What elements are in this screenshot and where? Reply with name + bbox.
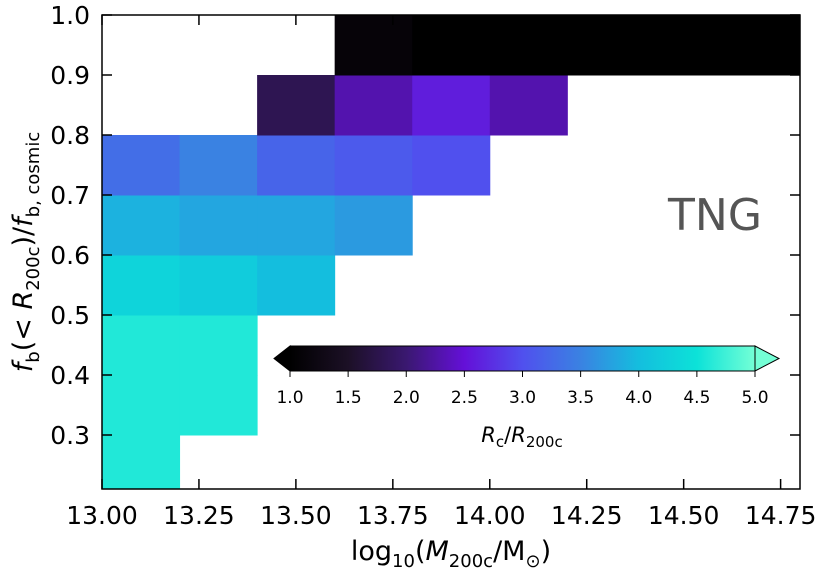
y-tick-label: 0.3	[50, 421, 90, 450]
heatmap-cell	[257, 75, 336, 136]
label-part: R	[511, 423, 526, 447]
heatmap-cell	[102, 195, 181, 256]
label-part: b, cosmic	[23, 132, 44, 218]
colorbar-tick-label: 2.0	[393, 388, 420, 408]
heatmap-cell	[334, 15, 413, 76]
y-tick-label: 0.5	[50, 301, 90, 330]
heatmap-cell	[722, 15, 800, 76]
plot-frame	[101, 14, 801, 490]
label-part: (	[415, 536, 426, 567]
colorbar-tick-label: 1.5	[335, 388, 362, 408]
x-tick-label: 13.25	[163, 501, 235, 530]
label-part: R	[8, 291, 39, 310]
label-part: )/	[8, 226, 39, 247]
heatmap-cell	[334, 135, 413, 196]
label-part: b	[23, 351, 44, 362]
y-tick-label: 1.0	[50, 1, 90, 30]
heatmap-cell	[179, 255, 258, 316]
y-axis-label: fb(< R200c)/fb, cosmic	[8, 132, 44, 372]
heatmap-cell	[644, 15, 723, 76]
heatmap-cell	[567, 15, 646, 76]
heatmap-cell	[102, 435, 181, 489]
y-tick-label: 0.7	[50, 181, 90, 210]
heatmap-cell	[334, 195, 413, 256]
y-tick-label: 0.8	[50, 121, 90, 150]
x-tick-label: 14.00	[454, 501, 526, 530]
colorbar-tick-label: 1.0	[276, 388, 303, 408]
colorbar-extend	[754, 345, 781, 372]
colorbar: 1.0 1.5 2.0 2.5 3.0 3.5 4.0 4.5 5.0	[273, 344, 781, 408]
label-part: 10	[392, 551, 415, 572]
label-part: /	[504, 423, 512, 447]
y-tick-label: 0.4	[50, 361, 90, 390]
colorbar-gradient	[290, 346, 755, 371]
x-tick-label: 14.25	[551, 501, 623, 530]
x-tick-label: 13.00	[66, 501, 138, 530]
heatmap-cell	[489, 15, 568, 76]
heatmap-cell	[102, 255, 181, 316]
colorbar-tick-label: 4.0	[625, 388, 652, 408]
colorbar-tick-label: 5.0	[741, 388, 768, 408]
label-part: ⊙	[525, 551, 540, 572]
colorbar-tick-label: 3.0	[509, 388, 536, 408]
label-part: 200c	[23, 247, 44, 291]
x-axis-label: log10(M200c/M⊙)	[351, 536, 551, 572]
y-tick-label: 0.9	[50, 61, 90, 90]
label-part: R	[481, 423, 496, 447]
heatmap-cell	[179, 375, 258, 436]
y-tick-label: 0.6	[50, 241, 90, 270]
heatmap-cell	[257, 195, 336, 256]
x-tick-label: 14.50	[648, 501, 720, 530]
x-tick-label: 13.50	[260, 501, 332, 530]
heatmap	[102, 15, 800, 489]
heatmap-cell	[257, 255, 336, 316]
colorbar-extend	[273, 344, 291, 373]
label-part: 200c	[449, 551, 493, 572]
colorbar-tick-label: 4.5	[683, 388, 710, 408]
heatmap-cell	[179, 315, 258, 376]
heatmap-cell	[334, 75, 413, 136]
heatmap-cell	[257, 135, 336, 196]
heatmap-cell	[102, 375, 181, 436]
colorbar-tick-label: 2.5	[451, 388, 478, 408]
label-part: c	[496, 433, 504, 451]
heatmap-cell	[102, 135, 181, 196]
colorbar-label: Rc/R200c	[481, 423, 562, 451]
heatmap-cell	[489, 75, 568, 136]
label-part: 200c	[526, 433, 563, 451]
label-part: log	[351, 536, 392, 567]
colorbar-tick-label: 3.5	[567, 388, 594, 408]
heatmap-cell	[412, 135, 491, 196]
label-part: M	[426, 536, 449, 567]
label-part: (<	[8, 310, 39, 352]
label-part: )	[541, 536, 552, 567]
heatmap-cell	[179, 195, 258, 256]
heatmap-cell	[412, 75, 491, 136]
x-tick-label: 14.75	[745, 501, 817, 530]
heatmap-cell	[179, 135, 258, 196]
heatmap-cell	[102, 315, 181, 376]
heatmap-cell	[412, 15, 491, 76]
x-tick-label: 13.75	[357, 501, 429, 530]
annotation: TNG	[667, 190, 762, 241]
label-part: /M	[493, 536, 525, 567]
